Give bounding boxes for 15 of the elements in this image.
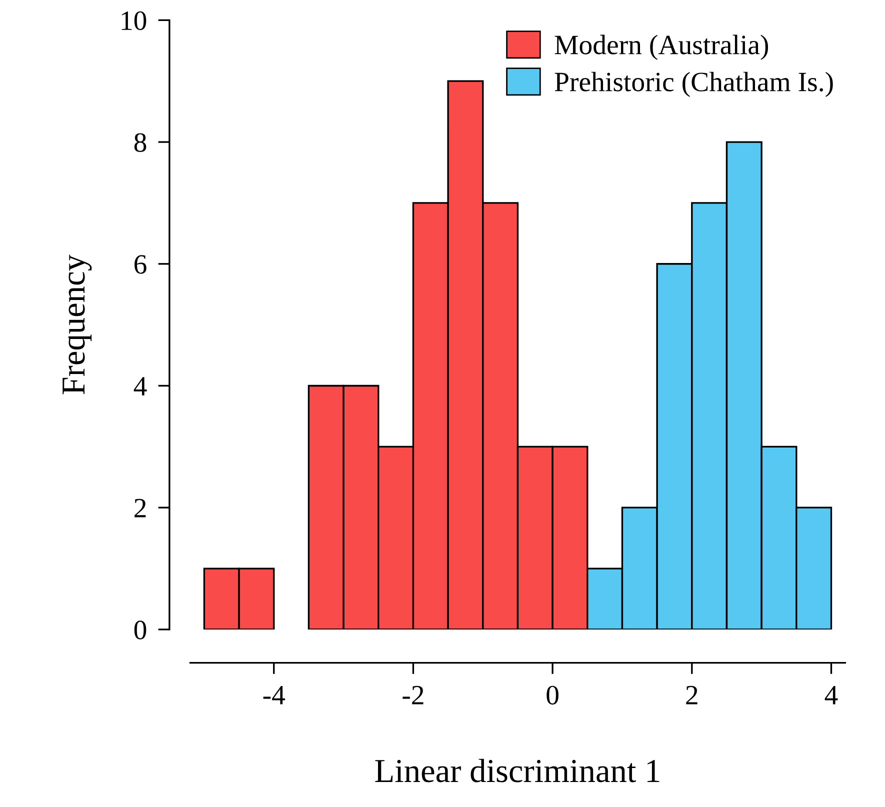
x-tick-label: -2 xyxy=(402,686,424,704)
x-axis-title: Linear discriminant 1 xyxy=(375,758,660,782)
y-axis-title: Frequency xyxy=(62,254,92,394)
legend-label: Modern (Australia) xyxy=(554,34,768,60)
y-tick-label: 8 xyxy=(134,133,146,152)
y-tick-label: 2 xyxy=(134,498,146,518)
legend-label: Prehistoric (Chatham Is.) xyxy=(554,72,833,98)
x-tick-label: 0 xyxy=(546,686,558,705)
x-tick-label: 2 xyxy=(686,686,698,704)
y-tick-label: 0 xyxy=(134,620,146,640)
y-tick-label: 10 xyxy=(122,11,146,30)
x-tick-label: 4 xyxy=(824,686,838,704)
y-tick-label: 4 xyxy=(134,377,147,396)
y-tick-label: 6 xyxy=(134,255,146,274)
x-tick-label: -4 xyxy=(263,686,286,704)
